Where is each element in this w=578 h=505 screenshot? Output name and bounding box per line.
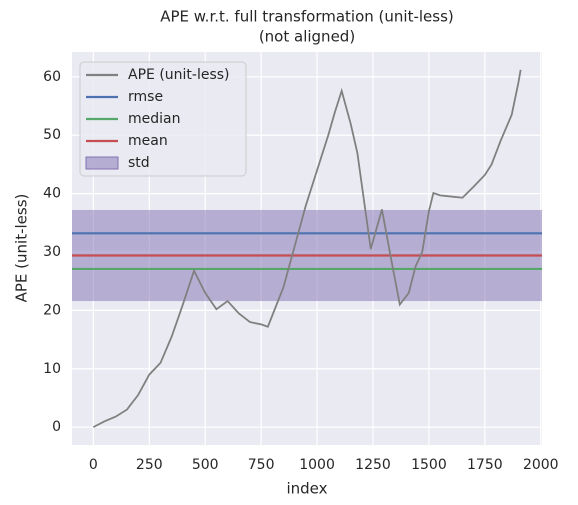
x-tick-label: 1750	[467, 457, 503, 473]
ape-line	[92, 69, 522, 428]
x-tick-label: 0	[89, 457, 98, 473]
x-tick-label: 1250	[355, 457, 391, 473]
y-axis-label: APE (unit-less)	[13, 194, 31, 303]
x-tick-label: 750	[248, 457, 275, 473]
x-tick-label: 2000	[523, 457, 559, 473]
legend-label: mean	[128, 133, 168, 149]
x-tick-label: 250	[136, 457, 163, 473]
legend-label: median	[128, 111, 180, 127]
y-tick-label: 10	[43, 361, 61, 377]
chart-title: APE w.r.t. full transformation (unit-les…	[160, 8, 454, 26]
legend-label: std	[128, 155, 150, 171]
legend-label: APE (unit-less)	[128, 67, 230, 83]
x-tick-label: 500	[192, 457, 219, 473]
x-tick-label: 1000	[299, 457, 335, 473]
y-tick-label: 40	[43, 186, 61, 202]
legend-swatch	[85, 156, 119, 170]
y-tick-label: 50	[43, 127, 61, 143]
y-tick-label: 20	[43, 302, 61, 318]
y-tick-label: 60	[43, 69, 61, 85]
chart-subtitle: (not aligned)	[259, 28, 355, 46]
x-tick-label: 1500	[411, 457, 447, 473]
y-tick-label: 0	[52, 419, 61, 435]
legend-box	[79, 61, 247, 177]
legend-label: rmse	[128, 89, 163, 105]
x-axis-label: index	[286, 480, 327, 498]
y-tick-label: 30	[43, 244, 61, 260]
